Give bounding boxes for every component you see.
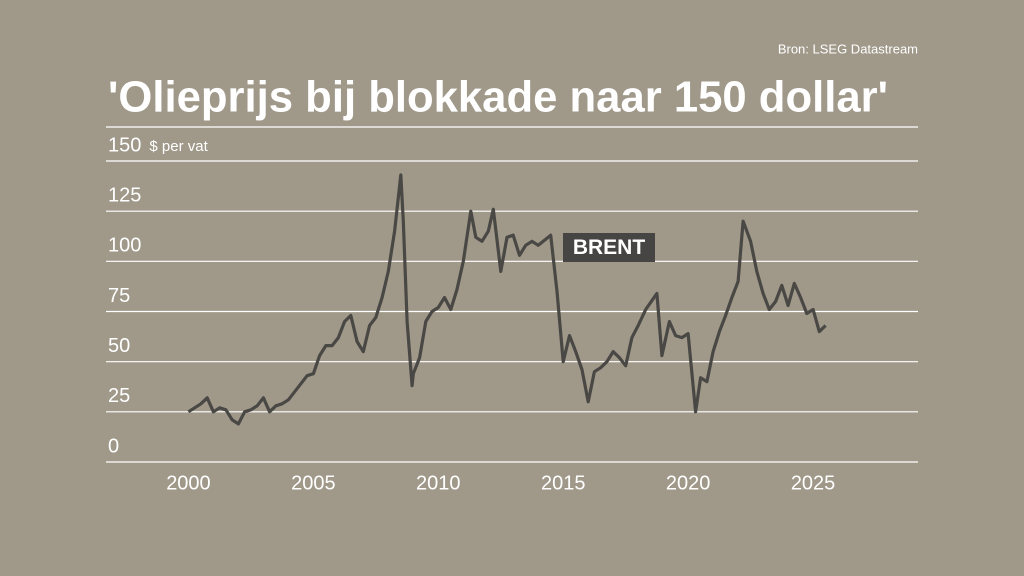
x-tick-label: 2010 (416, 472, 461, 494)
x-tick-label: 2000 (166, 472, 211, 494)
y-tick-label: 100 (108, 235, 141, 257)
chart-title: 'Olieprijs bij blokkade naar 150 dollar' (108, 73, 888, 122)
x-tick-label: 2025 (791, 472, 836, 494)
y-tick-label: 75 (108, 285, 130, 307)
y-axis-label: $ per vat (149, 138, 208, 155)
source: Bron: LSEG Datastream (778, 41, 918, 56)
price-line (187, 173, 827, 426)
y-tick-label: 25 (108, 385, 130, 407)
x-tick-label: 2005 (291, 472, 336, 494)
y-tick-label: 150 (108, 134, 141, 156)
y-tick-label: 50 (108, 335, 130, 357)
y-tick-label: 0 (108, 435, 119, 457)
y-tick-label: 125 (108, 184, 141, 206)
x-tick-label: 2015 (541, 472, 586, 494)
annotation-box (563, 233, 655, 262)
annotation: BRENT (573, 236, 646, 259)
x-tick-label: 2020 (666, 472, 711, 494)
